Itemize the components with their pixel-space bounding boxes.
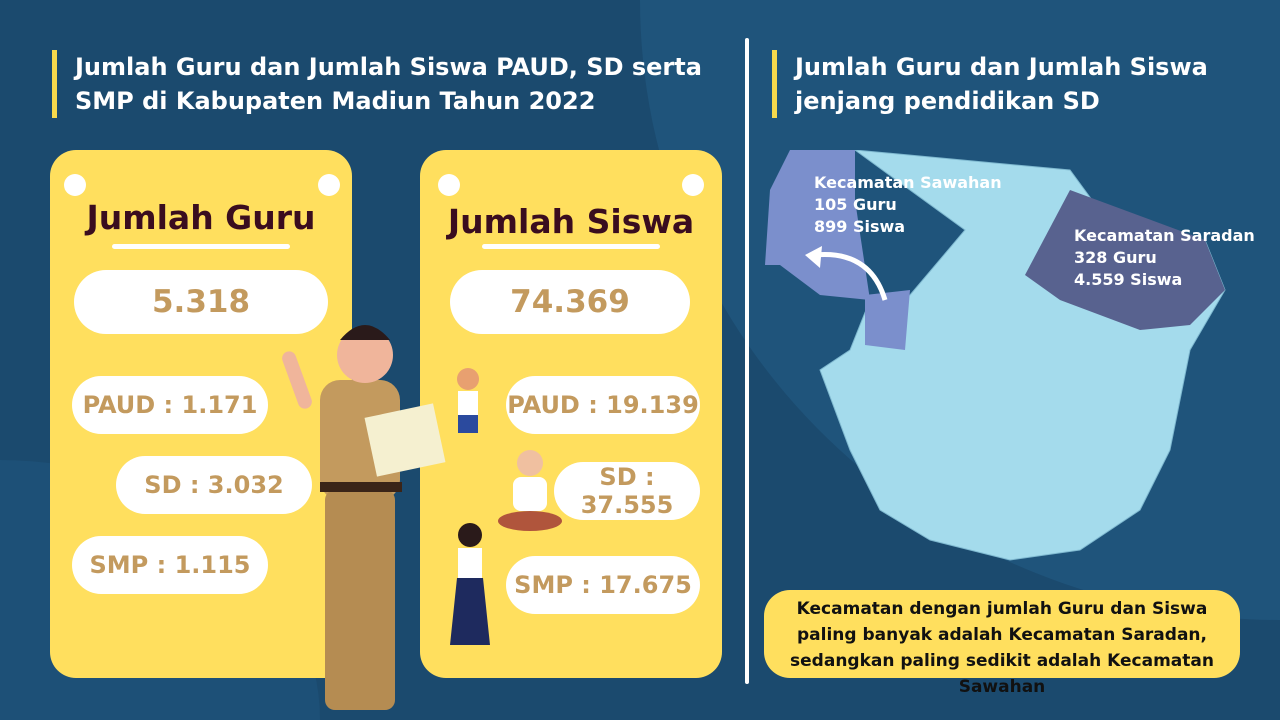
card-hole	[438, 174, 460, 196]
title-line: SMP di Kabupaten Madiun Tahun 2022	[75, 87, 596, 115]
guru-sd: SD : 3.032	[116, 456, 312, 514]
siswa-heading: Jumlah Siswa	[447, 202, 695, 241]
title-line: Jumlah Guru dan Jumlah Siswa	[795, 53, 1208, 81]
arrow-icon	[814, 252, 888, 301]
guru-total: 5.318	[74, 270, 328, 334]
child-cheering-illustration	[457, 368, 479, 433]
right-title: Jumlah Guru dan Jumlah Siswa jenjang pen…	[772, 50, 1208, 118]
heading-underline	[482, 244, 660, 249]
label-line: 328 Guru	[1074, 248, 1157, 267]
title-line: jenjang pendidikan SD	[795, 87, 1100, 115]
label-line: 105 Guru	[814, 195, 897, 214]
arrow-head-icon	[805, 246, 822, 268]
saradan-label: Kecamatan Saradan 328 Guru 4.559 Siswa	[1074, 225, 1255, 291]
girl-student-illustration	[450, 523, 490, 645]
sawahan-region	[865, 290, 910, 350]
siswa-total: 74.369	[450, 270, 690, 334]
summary-note: Kecamatan dengan jumlah Guru dan Siswa p…	[764, 590, 1240, 697]
card-hole	[64, 174, 86, 196]
title-line: Jumlah Guru dan Jumlah Siswa PAUD, SD se…	[75, 53, 702, 81]
sawahan-label: Kecamatan Sawahan 105 Guru 899 Siswa	[814, 172, 1002, 238]
left-title: Jumlah Guru dan Jumlah Siswa PAUD, SD se…	[52, 50, 702, 118]
teacher-illustration	[282, 325, 446, 710]
sawahan-region	[765, 150, 870, 300]
label-line: 4.559 Siswa	[1074, 270, 1183, 289]
heading-underline	[112, 244, 290, 249]
label-line: Kecamatan Sawahan	[814, 173, 1002, 192]
card-hole	[682, 174, 704, 196]
guru-paud: PAUD : 1.171	[72, 376, 268, 434]
card-hole	[318, 174, 340, 196]
guru-heading: Jumlah Guru	[86, 198, 316, 237]
siswa-paud: PAUD : 19.139	[506, 376, 700, 434]
guru-smp: SMP : 1.115	[72, 536, 268, 594]
madiun-map	[765, 150, 1226, 561]
label-line: Kecamatan Saradan	[1074, 226, 1255, 245]
guru-card: Jumlah Guru 5.318 PAUD : 1.171 SD : 3.03…	[50, 150, 352, 678]
siswa-sd: SD : 37.555	[554, 462, 700, 520]
saradan-region	[1025, 190, 1225, 330]
child-reading-illustration	[498, 450, 562, 531]
siswa-smp: SMP : 17.675	[506, 556, 700, 614]
divider	[745, 38, 749, 684]
label-line: 899 Siswa	[814, 217, 906, 236]
